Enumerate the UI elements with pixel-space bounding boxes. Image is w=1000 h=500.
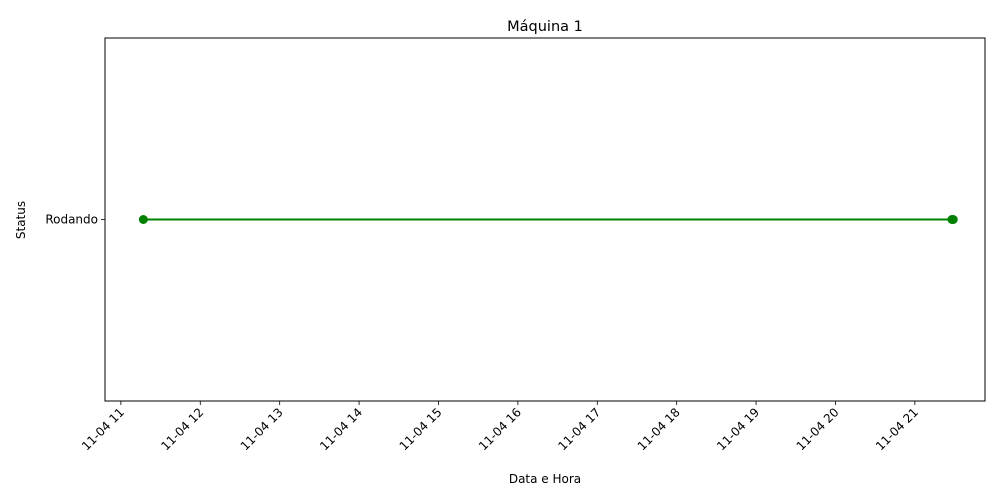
x-tick-label: 11-04 18 (635, 405, 683, 453)
x-axis-label: Data e Hora (509, 472, 581, 486)
x-tick-label: 11-04 14 (317, 405, 365, 453)
x-tick-label: 11-04 21 (873, 405, 921, 453)
x-tick-label: 11-04 12 (158, 405, 206, 453)
data-point (948, 215, 958, 224)
series-layer (138, 215, 958, 224)
data-point (138, 215, 148, 224)
x-tick-label: 11-04 13 (238, 405, 286, 453)
x-tick-label: 11-04 16 (476, 405, 524, 453)
y-tick-label: Rodando (45, 213, 98, 227)
chart-title: Máquina 1 (507, 19, 583, 35)
x-tick-label: 11-04 15 (397, 405, 445, 453)
x-tick-label: 11-04 20 (794, 405, 842, 453)
x-tick-label: 11-04 11 (79, 405, 127, 453)
x-tick-label: 11-04 19 (714, 405, 762, 453)
x-tick-label: 11-04 17 (555, 405, 603, 453)
y-axis-label: Status (14, 201, 28, 239)
x-axis-ticks: 11-04 11 11-04 12 11-04 13 11-04 14 11-04 15… (79, 401, 921, 453)
y-axis-ticks: Rodando (45, 213, 105, 227)
